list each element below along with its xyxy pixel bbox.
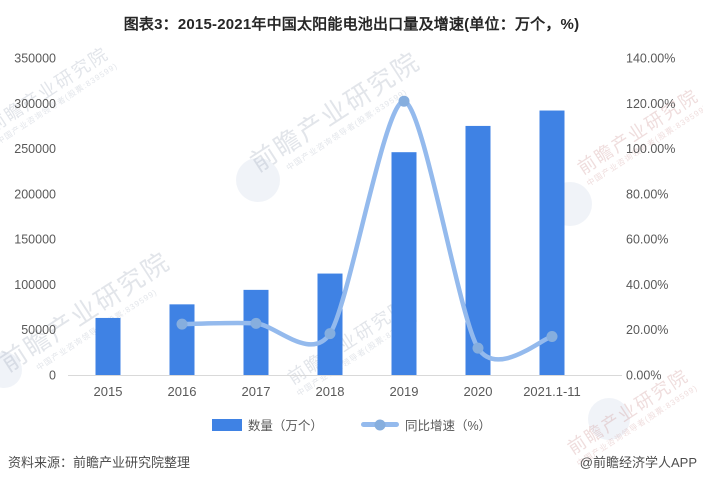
bar-2018	[317, 273, 343, 375]
growth-line	[179, 98, 555, 362]
legend: 数量（万个） 同比增速（%）	[0, 415, 703, 434]
y-left-tick: 150000	[14, 233, 56, 247]
legend-line-swatch	[360, 419, 399, 430]
y-right-tick: 120.00%	[626, 97, 675, 111]
y-left-tick: 200000	[14, 187, 56, 201]
line-point-2018	[324, 328, 336, 340]
line-point-2021.1-11	[546, 331, 558, 342]
x-axis-label: 2016	[168, 384, 197, 399]
y-right-tick: 80.00%	[626, 187, 668, 201]
y-right-tick: 20.00%	[626, 323, 668, 337]
bar-2021.1-11	[539, 110, 565, 375]
watermark-circle	[0, 352, 22, 388]
line-point-2019	[398, 95, 410, 107]
y-right-tick: 40.00%	[626, 278, 668, 292]
y-right-tick: 60.00%	[626, 233, 668, 247]
y-left-tick: 50000	[21, 323, 56, 337]
credit-note: @前瞻经济学人APP	[579, 455, 697, 470]
line-point-2016	[176, 318, 188, 330]
watermark-circle	[236, 158, 280, 202]
bar-2020	[465, 125, 491, 375]
chart-title: 图表3：2015-2021年中国太阳能电池出口量及增速(单位：万个，%)	[123, 16, 580, 33]
bar-2017	[243, 289, 269, 375]
watermark-circle	[588, 398, 630, 440]
source-note: 资料来源：前瞻产业研究院整理	[8, 455, 191, 470]
x-axis-label: 2018	[316, 384, 345, 399]
x-axis-label: 2020	[464, 384, 493, 399]
bar-2016	[169, 304, 195, 375]
x-axis-label: 2017	[242, 384, 271, 399]
legend-line-dot-icon	[374, 419, 386, 430]
y-right-tick: 100.00%	[626, 142, 675, 156]
legend-bar-swatch	[211, 418, 242, 431]
legend-line-label: 同比增速（%）	[404, 419, 492, 433]
bar-2015	[95, 317, 121, 375]
y-right-tick: 140.00%	[626, 52, 675, 66]
y-left-tick: 0	[49, 369, 56, 383]
legend-item-volume: 数量（万个）	[211, 415, 323, 434]
line-point-2017	[250, 317, 262, 329]
legend-bar-label: 数量（万个）	[247, 419, 323, 433]
y-left-tick: 300000	[14, 97, 56, 111]
y-left-tick: 100000	[14, 278, 56, 292]
line-point-2020	[472, 342, 484, 354]
y-left-tick: 350000	[14, 52, 56, 66]
x-axis-label: 2021.1-11	[523, 384, 581, 399]
chart-canvas: 0 50000 100000 150000 200000 250000 300000 3500…	[14, 52, 675, 400]
y-right-tick: 0.00%	[626, 369, 661, 383]
y-left-tick: 250000	[14, 142, 56, 156]
legend-item-growth: 同比增速（%）	[360, 415, 492, 434]
bar-2019	[391, 152, 417, 375]
x-axis-label: 2015	[94, 384, 123, 399]
x-axis-label: 2019	[390, 384, 419, 399]
